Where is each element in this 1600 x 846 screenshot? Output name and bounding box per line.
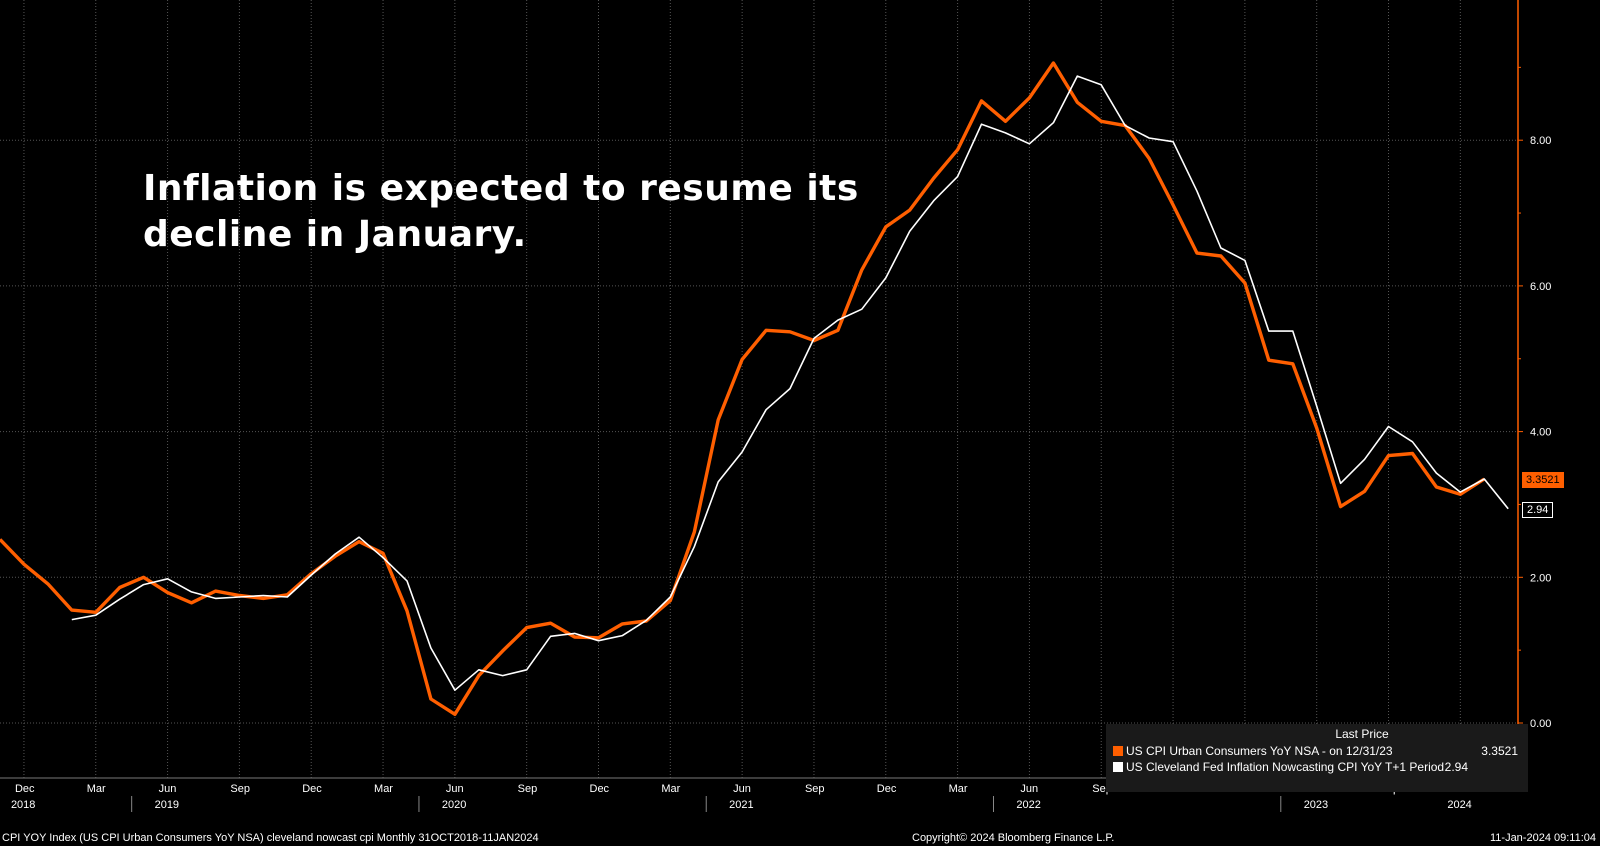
y-tick-label: 0.00 — [1530, 718, 1551, 730]
x-month-label: Mar — [661, 783, 680, 795]
x-year-label: 2022 — [1016, 799, 1040, 811]
legend: Last Price US CPI Urban Consumers YoY NS… — [1106, 724, 1528, 792]
legend-header: Last Price — [1335, 727, 1389, 741]
series-line-cpi — [0, 61, 1486, 716]
series-line-nowcast — [71, 75, 1509, 691]
x-month-label: Sep — [518, 783, 538, 795]
x-month-label: Dec — [302, 783, 322, 795]
y-tick-label: 4.00 — [1530, 427, 1551, 439]
x-month-label: Sep — [230, 783, 250, 795]
footer-right: 11-Jan-2024 09:11:04 — [1489, 832, 1596, 844]
legend-entry-cpi: US CPI Urban Consumers YoY NSA - on 12/3… — [1106, 743, 1528, 759]
nowcast-last-value-tag: 2.94 — [1522, 502, 1554, 518]
x-month-label: Mar — [949, 783, 968, 795]
x-year-label: 2024 — [1447, 799, 1471, 811]
x-year-label: 2020 — [442, 799, 466, 811]
y-axis: 0.00 2.00 4.00 6.00 8.00 — [1517, 0, 1551, 778]
x-year-label: 2021 — [729, 799, 753, 811]
y-tick-label: 8.00 — [1530, 135, 1551, 147]
x-month-label: Dec — [15, 783, 35, 795]
y-tick-label: 6.00 — [1530, 281, 1551, 293]
legend-swatch-cpi — [1113, 746, 1123, 756]
headline: Inflation is expected to resume its decl… — [143, 168, 859, 255]
x-month-label: Dec — [877, 783, 897, 795]
x-month-label: Jun — [1020, 783, 1038, 795]
x-month-label: Jun — [446, 783, 464, 795]
footer-center: Copyright© 2024 Bloomberg Finance L.P. — [912, 832, 1115, 844]
cpi-last-value-tag: 3.3521 — [1522, 472, 1564, 488]
legend-value-cpi: 3.3521 — [1481, 744, 1518, 758]
legend-value-nowcast: 2.94 — [1444, 760, 1468, 774]
series-lines — [0, 61, 1509, 716]
x-year-label: 2023 — [1304, 799, 1328, 811]
footer-left: CPI YOY Index (US CPI Urban Consumers Yo… — [2, 832, 539, 844]
x-month-label: Jun — [733, 783, 751, 795]
x-month-label: Jun — [159, 783, 177, 795]
legend-label-cpi: US CPI Urban Consumers YoY NSA - on 12/3… — [1126, 744, 1393, 758]
legend-swatch-nowcast — [1113, 762, 1123, 772]
y-tick-label: 2.00 — [1530, 572, 1551, 584]
legend-entry-nowcast: US Cleveland Fed Inflation Nowcasting CP… — [1106, 759, 1528, 775]
x-year-label: 2018 — [11, 799, 35, 811]
x-month-label: Mar — [87, 783, 106, 795]
x-month-label: Dec — [590, 783, 610, 795]
x-month-label: Sep — [805, 783, 825, 795]
x-year-label: 2019 — [155, 799, 179, 811]
x-month-label: Mar — [374, 783, 393, 795]
grid — [0, 0, 1518, 778]
legend-label-nowcast: US Cleveland Fed Inflation Nowcasting CP… — [1126, 760, 1445, 774]
